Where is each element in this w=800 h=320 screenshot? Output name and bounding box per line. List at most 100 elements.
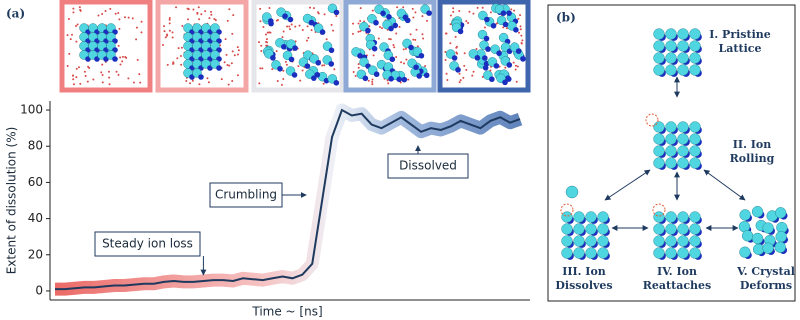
ion [388, 25, 394, 32]
atom [665, 28, 677, 40]
water [264, 33, 267, 36]
line [55, 108, 521, 291]
water [87, 65, 90, 68]
ion [292, 45, 298, 51]
water [104, 10, 107, 13]
water [459, 79, 462, 82]
water [101, 63, 104, 66]
water [323, 64, 326, 67]
ion [287, 16, 294, 23]
water [472, 70, 475, 73]
ion [112, 56, 118, 62]
water [136, 58, 139, 61]
water [140, 20, 143, 23]
water [258, 41, 261, 44]
panel-label: (b) [556, 11, 576, 25]
water [77, 66, 80, 69]
water [191, 79, 194, 82]
water [228, 64, 231, 67]
water [210, 13, 213, 16]
water [332, 29, 335, 32]
water [268, 31, 271, 34]
atom [751, 206, 764, 218]
highlight [645, 113, 659, 127]
water [66, 34, 69, 37]
water [352, 22, 355, 25]
ion [483, 35, 490, 42]
water [260, 44, 263, 47]
atom [689, 145, 701, 157]
atom [752, 243, 765, 255]
water [180, 46, 183, 49]
atom [585, 211, 597, 223]
water [389, 38, 392, 41]
water [387, 82, 390, 85]
water [514, 64, 517, 67]
y-tick-label: 60 [28, 175, 43, 189]
water [220, 78, 223, 81]
water [330, 23, 333, 26]
ion [365, 27, 371, 34]
ion [392, 22, 399, 29]
water [411, 7, 414, 10]
atom [585, 235, 597, 247]
water [312, 7, 315, 10]
water [189, 82, 192, 85]
node-label: IV. Ion [657, 265, 697, 278]
panel-b-frame [547, 4, 796, 302]
water [171, 31, 174, 34]
atom [665, 121, 677, 133]
water [458, 10, 461, 13]
water [357, 30, 360, 33]
water [196, 12, 199, 15]
atom [689, 40, 701, 52]
free-ion [565, 185, 579, 199]
atom [665, 40, 677, 52]
water [232, 14, 235, 17]
atom [665, 133, 677, 145]
highlight [560, 203, 574, 217]
water [175, 6, 178, 9]
water [359, 19, 362, 22]
water [119, 56, 122, 59]
water [282, 77, 285, 80]
ion [396, 76, 402, 83]
water [176, 57, 179, 60]
ion [198, 74, 204, 80]
ion [308, 19, 315, 26]
water [357, 66, 360, 69]
ion [333, 80, 340, 86]
y-tick-label: 80 [28, 139, 43, 153]
atom [573, 211, 585, 223]
snapshot-frame [59, 0, 153, 93]
water [72, 78, 75, 81]
atom [597, 223, 609, 235]
water [446, 79, 449, 82]
water [265, 44, 268, 47]
annotation-box [387, 153, 469, 179]
water [83, 70, 86, 73]
x-axis-label: Time ~ [ns] [251, 305, 322, 319]
atom [689, 235, 701, 247]
atom [665, 64, 677, 76]
water [398, 25, 401, 28]
water [268, 6, 271, 9]
ion [267, 18, 274, 24]
node-label: V. Crystal [736, 265, 795, 278]
annotation: Crumbling [215, 188, 277, 202]
water [79, 8, 82, 11]
atom [665, 223, 677, 235]
atom [677, 247, 689, 259]
ion [277, 65, 283, 72]
water [388, 37, 391, 40]
water [198, 83, 201, 86]
atom [689, 211, 701, 223]
water [198, 18, 201, 21]
atom [653, 247, 665, 259]
ion [311, 75, 317, 81]
water [519, 25, 522, 28]
water [371, 83, 374, 86]
water [372, 54, 375, 57]
ion [416, 73, 423, 79]
water [426, 19, 429, 22]
